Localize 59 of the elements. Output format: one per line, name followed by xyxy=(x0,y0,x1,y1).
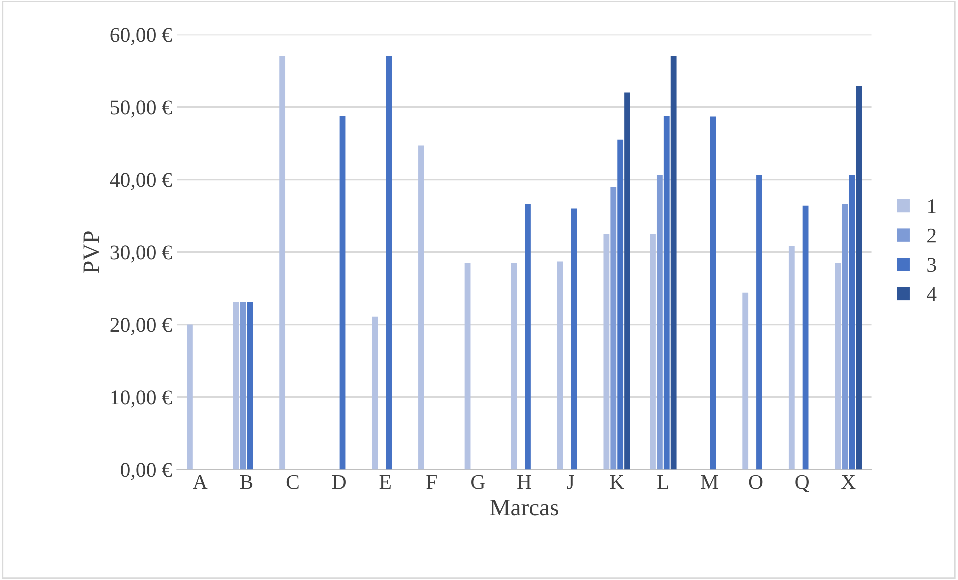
x-tick-label: L xyxy=(658,475,669,490)
legend-label: 2 xyxy=(928,228,936,243)
x-tick-label: A xyxy=(193,475,208,490)
x-tick-label: H xyxy=(518,475,532,490)
bar xyxy=(849,175,856,470)
y-tick-label: 40,00 € xyxy=(110,173,172,190)
bar xyxy=(650,234,656,470)
y-tick-label: 20,00 € xyxy=(110,318,172,336)
x-tick-label: F xyxy=(426,475,437,490)
bar xyxy=(511,263,518,470)
bar xyxy=(802,206,809,470)
y-tick-label: 0,00 € xyxy=(121,463,172,480)
bar xyxy=(372,316,378,470)
bar xyxy=(618,140,624,470)
bar xyxy=(664,116,670,470)
bar xyxy=(233,302,240,470)
bar xyxy=(742,292,749,470)
x-tick-label: O xyxy=(749,475,763,490)
x-tick-label: G xyxy=(472,475,486,490)
bar xyxy=(571,208,578,470)
bar xyxy=(386,56,392,470)
bar xyxy=(856,86,862,470)
bar xyxy=(656,175,663,470)
legend-label: 4 xyxy=(927,288,937,302)
x-tick-label: K xyxy=(610,475,624,490)
y-tick-label: 30,00 € xyxy=(110,246,172,263)
legend-label: 1 xyxy=(928,200,936,214)
bar xyxy=(247,302,254,470)
bar xyxy=(710,116,716,470)
bar xyxy=(464,263,471,470)
bar xyxy=(670,56,677,470)
bar xyxy=(835,263,842,470)
bar xyxy=(340,116,346,470)
bar xyxy=(610,187,617,470)
y-tick-label: 10,00 € xyxy=(112,390,172,408)
x-axis-title: Marcas xyxy=(490,500,558,516)
legend-label: 3 xyxy=(928,258,936,272)
bar xyxy=(557,262,564,470)
y-tick-label: 50,00 € xyxy=(111,100,172,118)
y-axis-title: PVP xyxy=(84,232,100,274)
x-tick-label: C xyxy=(286,475,299,490)
bar xyxy=(624,92,630,470)
bar xyxy=(525,204,531,470)
x-tick-label: X xyxy=(842,475,856,490)
bar xyxy=(187,324,193,470)
bar xyxy=(418,146,424,470)
bar xyxy=(604,234,610,470)
y-tick-label: 60,00 € xyxy=(110,28,172,46)
bar xyxy=(756,175,762,470)
bar xyxy=(240,302,246,470)
x-tick-label: D xyxy=(332,475,346,490)
bar xyxy=(280,56,286,470)
bar xyxy=(788,246,795,470)
x-tick-label: E xyxy=(380,475,391,490)
x-tick-label: J xyxy=(567,475,574,490)
bar xyxy=(842,204,848,470)
x-tick-label: M xyxy=(701,475,718,490)
x-tick-label: Q xyxy=(796,475,810,492)
x-tick-label: B xyxy=(240,475,253,490)
